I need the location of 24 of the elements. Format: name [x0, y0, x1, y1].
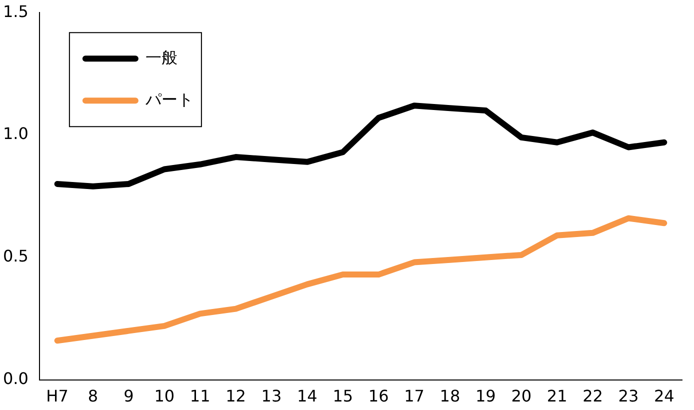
- x-tick-label: 19: [475, 386, 496, 406]
- y-tick-label: 1.5: [2, 2, 28, 21]
- x-tick-label: 13: [261, 386, 282, 406]
- x-tick-label: 21: [546, 386, 568, 406]
- x-tick-label: 14: [296, 386, 318, 406]
- x-tick-label: 24: [654, 386, 674, 406]
- x-tick-label: 9: [124, 386, 134, 406]
- x-tick-label: 12: [226, 386, 246, 406]
- x-tick-label: 22: [582, 386, 603, 406]
- x-tick-label: 15: [332, 386, 354, 406]
- legend-label: 一般: [145, 48, 178, 67]
- legend-label: パート: [144, 90, 194, 109]
- y-tick-label: 1.0: [2, 124, 28, 144]
- x-tick-label: 17: [404, 386, 424, 406]
- x-tick-label: 10: [154, 386, 175, 406]
- x-tick-label: 11: [190, 386, 210, 406]
- x-tick-label: 23: [618, 386, 639, 406]
- x-tick-label: 20: [511, 386, 532, 406]
- x-tick-label: 18: [440, 386, 460, 406]
- x-tick-label: 16: [368, 386, 389, 406]
- y-tick-label: 0.0: [2, 368, 28, 388]
- x-tick-label: H7: [46, 386, 68, 406]
- y-tick-label: 0.5: [2, 246, 28, 266]
- x-tick-label: 8: [88, 386, 98, 406]
